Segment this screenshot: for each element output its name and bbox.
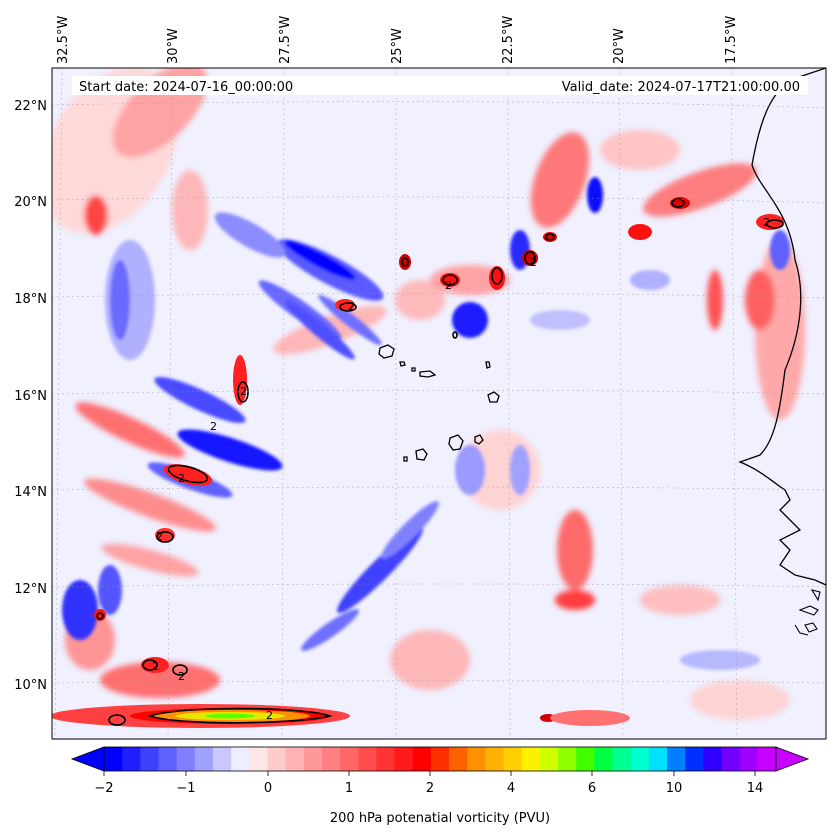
- colorbar-cell: [630, 747, 650, 771]
- contour-label: 2: [348, 300, 355, 313]
- pv-2-contours: [96, 198, 784, 726]
- colorbar-max-arrow: [775, 746, 810, 772]
- lat-label: 22°N: [14, 99, 47, 114]
- contour-label: 2: [240, 385, 247, 398]
- start-date-label: Start date: 2024-07-16_00:00:00: [79, 80, 293, 95]
- contour-label: 2: [156, 530, 163, 543]
- colorbar-cell: [467, 747, 486, 771]
- lat-label: 16°N: [14, 389, 47, 404]
- colorbar-cell: [685, 747, 704, 771]
- lon-label: 22.5°W: [501, 16, 516, 64]
- colorbar-tick-label: 10: [666, 781, 683, 796]
- colorbar-cell: [721, 747, 741, 771]
- colorbar-min-arrow: [70, 746, 105, 772]
- colorbar-cell: [340, 747, 359, 771]
- colorbar-cell: [376, 747, 395, 771]
- colorbar-cell: [249, 747, 268, 771]
- colorbar-cell: [104, 747, 123, 771]
- colorbar-tick-label: 2: [426, 781, 434, 796]
- colorbar-cell: [358, 747, 377, 771]
- colorbar-cell: [412, 747, 432, 771]
- colorbar-cell: [303, 747, 323, 771]
- colorbar-title: 200 hPa potenatial vorticity (PVU): [330, 811, 550, 826]
- latitude-labels: 22°N 20°N 18°N 16°N 14°N 12°N 10°N: [14, 99, 47, 693]
- colorbar-cell: [503, 747, 523, 771]
- colorbar-cell: [176, 747, 196, 771]
- map-border: [51, 67, 827, 740]
- colorbar-cell: [485, 747, 504, 771]
- colorbar-cell: [140, 747, 159, 771]
- lat-label: 12°N: [14, 582, 47, 597]
- colorbar: −2 −1 0 1 2 4 6 10 14 200 hPa potenatial vortici…: [70, 746, 810, 826]
- colorbar-cell: [122, 747, 141, 771]
- contour-label: 2: [763, 216, 770, 229]
- colorbar-tick-label: 6: [588, 781, 596, 796]
- colorbar-cell: [158, 747, 178, 771]
- pv-negative-field: [62, 177, 790, 670]
- lon-label: 17.5°W: [724, 16, 739, 64]
- colorbar-cell: [757, 747, 777, 771]
- contour-label: 2: [152, 660, 159, 673]
- colorbar-cell: [612, 747, 632, 771]
- colorbar-cells: [104, 747, 777, 771]
- lon-label: 32.5°W: [56, 16, 71, 64]
- colorbar-cell: [667, 747, 686, 771]
- contour-label: 2: [445, 279, 452, 292]
- colorbar-cell: [430, 747, 450, 771]
- lon-label: 20°W: [612, 28, 627, 64]
- colorbar-cell: [194, 747, 214, 771]
- colorbar-cell: [558, 747, 577, 771]
- contour-label: 2: [266, 709, 273, 722]
- longitude-labels: 32.5°W 30°W 27.5°W 25°W 22.5°W 20°W 17.5…: [56, 16, 739, 64]
- colorbar-tick-label: 0: [264, 781, 272, 796]
- colorbar-tick-label: −2: [94, 781, 113, 796]
- colorbar-cell: [285, 747, 305, 771]
- coastline-detail: [794, 589, 821, 636]
- colorbar-tick-label: −1: [176, 781, 195, 796]
- contour-label: 2: [178, 472, 185, 485]
- colorbar-cell: [231, 747, 250, 771]
- contour-labels: 2 2 2 2 2 2 2 2 2 2 2: [152, 216, 770, 722]
- colorbar-cell: [576, 747, 595, 771]
- contour-label: 2: [530, 256, 537, 269]
- contour-label: 2: [178, 670, 185, 683]
- colorbar-ticks: −2 −1 0 1 2 4 6 10 14: [94, 771, 763, 796]
- colorbar-cell: [212, 747, 232, 771]
- contour-label: 2: [210, 420, 217, 433]
- islands: [378, 344, 500, 462]
- valid-date-label: Valid_date: 2024-07-17T21:00:00.00: [562, 80, 800, 95]
- info-bar: [72, 76, 808, 95]
- colorbar-cell: [594, 747, 613, 771]
- gridlines: [52, 68, 826, 739]
- colorbar-tick-label: 4: [507, 781, 515, 796]
- colorbar-cell: [739, 747, 759, 771]
- colorbar-cell: [648, 747, 668, 771]
- lat-label: 10°N: [14, 678, 47, 693]
- colorbar-cell: [703, 747, 722, 771]
- colorbar-frame: [103, 746, 777, 772]
- lon-label: 27.5°W: [278, 16, 293, 64]
- colorbar-tick-label: 1: [345, 781, 353, 796]
- lon-label: 30°W: [166, 28, 181, 64]
- colorbar-cell: [449, 747, 468, 771]
- colorbar-cell: [539, 747, 559, 771]
- colorbar-tick-label: 14: [747, 781, 764, 796]
- colorbar-cell: [521, 747, 541, 771]
- lat-label: 14°N: [14, 485, 47, 500]
- colorbar-cell: [394, 747, 414, 771]
- africa-coastline: [738, 68, 826, 586]
- lon-label: 25°W: [390, 28, 405, 64]
- lat-label: 18°N: [14, 292, 47, 307]
- map-panel: 2 2 2 2 2 2 2 2 2 2 2 Start date: 2024-0…: [52, 68, 826, 739]
- lat-label: 20°N: [14, 195, 47, 210]
- colorbar-cell: [267, 747, 287, 771]
- colorbar-cell: [321, 747, 341, 771]
